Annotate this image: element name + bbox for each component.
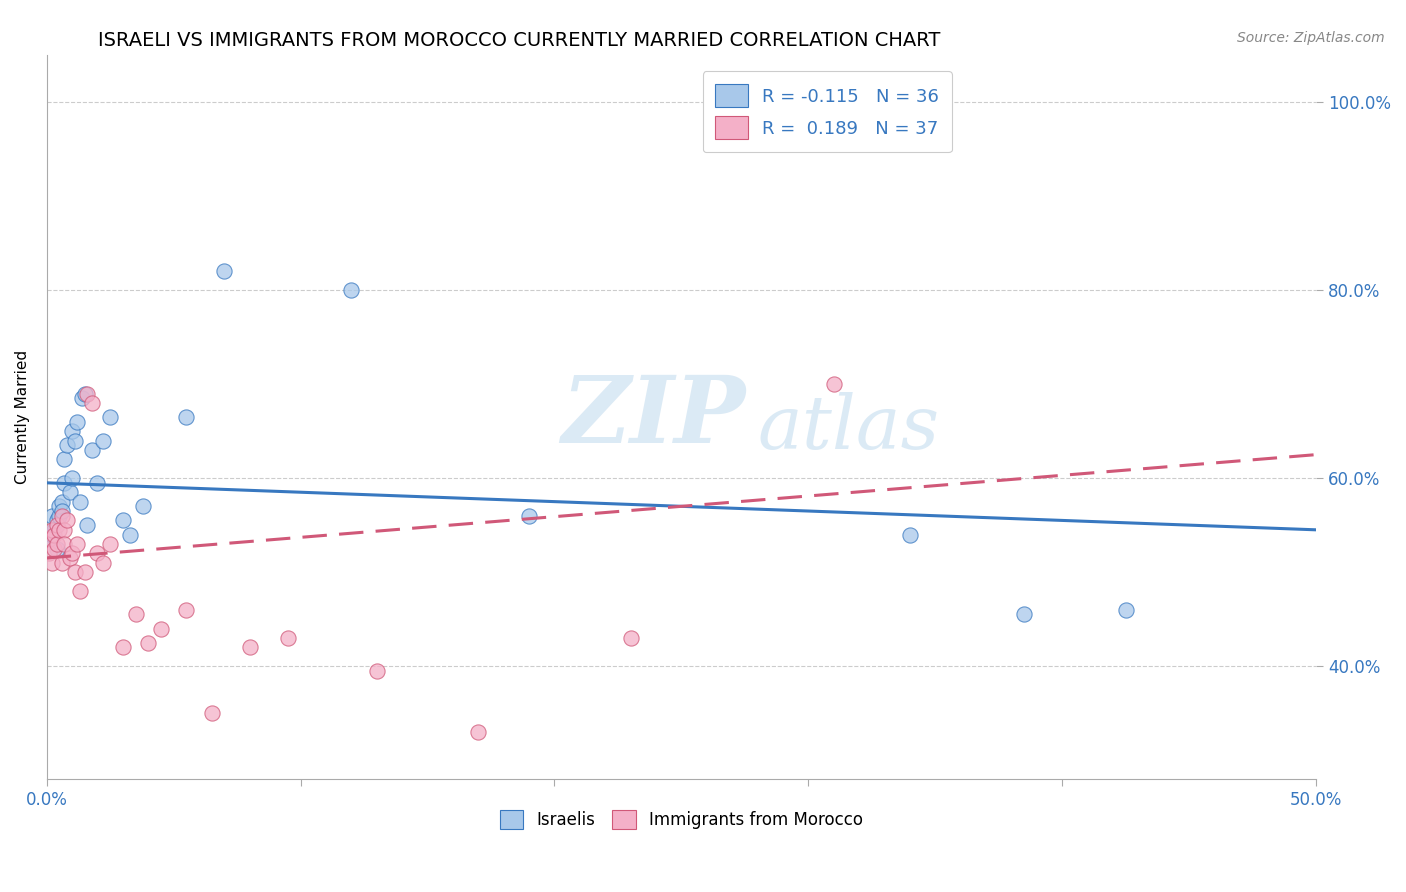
Point	[51, 494, 73, 508]
Point	[51, 508, 73, 523]
Point	[136, 635, 159, 649]
Y-axis label: Currently Married: Currently Married	[15, 350, 30, 484]
Point	[48, 500, 70, 514]
Point	[86, 546, 108, 560]
Point	[48, 523, 70, 537]
Point	[620, 631, 643, 645]
Point	[898, 527, 921, 541]
Point	[69, 494, 91, 508]
Text: ZIP: ZIP	[561, 372, 745, 462]
Point	[63, 565, 86, 579]
Point	[82, 442, 104, 457]
Point	[66, 537, 89, 551]
Point	[467, 725, 489, 739]
Point	[53, 523, 76, 537]
Point	[91, 556, 114, 570]
Point	[66, 415, 89, 429]
Point	[111, 513, 134, 527]
Point	[51, 504, 73, 518]
Point	[60, 424, 83, 438]
Point	[53, 452, 76, 467]
Point	[38, 546, 60, 560]
Point	[98, 410, 121, 425]
Point	[517, 508, 540, 523]
Point	[91, 434, 114, 448]
Point	[41, 523, 63, 537]
Point	[176, 410, 198, 425]
Point	[56, 513, 79, 527]
Point	[111, 640, 134, 655]
Point	[214, 264, 236, 278]
Point	[176, 603, 198, 617]
Point	[73, 386, 96, 401]
Point	[53, 475, 76, 490]
Point	[38, 533, 60, 547]
Point	[120, 527, 142, 541]
Point	[41, 527, 63, 541]
Point	[82, 396, 104, 410]
Point	[124, 607, 146, 622]
Point	[823, 377, 845, 392]
Point	[38, 533, 60, 547]
Point	[60, 471, 83, 485]
Point	[41, 556, 63, 570]
Point	[73, 565, 96, 579]
Text: ISRAELI VS IMMIGRANTS FROM MOROCCO CURRENTLY MARRIED CORRELATION CHART: ISRAELI VS IMMIGRANTS FROM MOROCCO CURRE…	[98, 31, 941, 50]
Point	[58, 551, 80, 566]
Point	[239, 640, 262, 655]
Point	[98, 537, 121, 551]
Text: Source: ZipAtlas.com: Source: ZipAtlas.com	[1237, 31, 1385, 45]
Legend: Israelis, Immigrants from Morocco: Israelis, Immigrants from Morocco	[494, 803, 869, 836]
Point	[45, 518, 67, 533]
Point	[44, 541, 66, 556]
Point	[44, 527, 66, 541]
Point	[86, 475, 108, 490]
Point	[366, 664, 388, 678]
Point	[45, 537, 67, 551]
Point	[44, 523, 66, 537]
Point	[340, 283, 363, 297]
Point	[132, 500, 155, 514]
Point	[277, 631, 299, 645]
Point	[60, 546, 83, 560]
Text: atlas: atlas	[758, 392, 939, 464]
Point	[201, 706, 224, 720]
Point	[76, 518, 98, 533]
Point	[41, 508, 63, 523]
Point	[63, 434, 86, 448]
Point	[76, 386, 98, 401]
Point	[149, 622, 172, 636]
Point	[58, 485, 80, 500]
Point	[45, 541, 67, 556]
Point	[70, 391, 93, 405]
Point	[56, 438, 79, 452]
Point	[51, 556, 73, 570]
Point	[45, 513, 67, 527]
Point	[1115, 603, 1137, 617]
Point	[53, 537, 76, 551]
Point	[69, 583, 91, 598]
Point	[1012, 607, 1035, 622]
Point	[48, 508, 70, 523]
